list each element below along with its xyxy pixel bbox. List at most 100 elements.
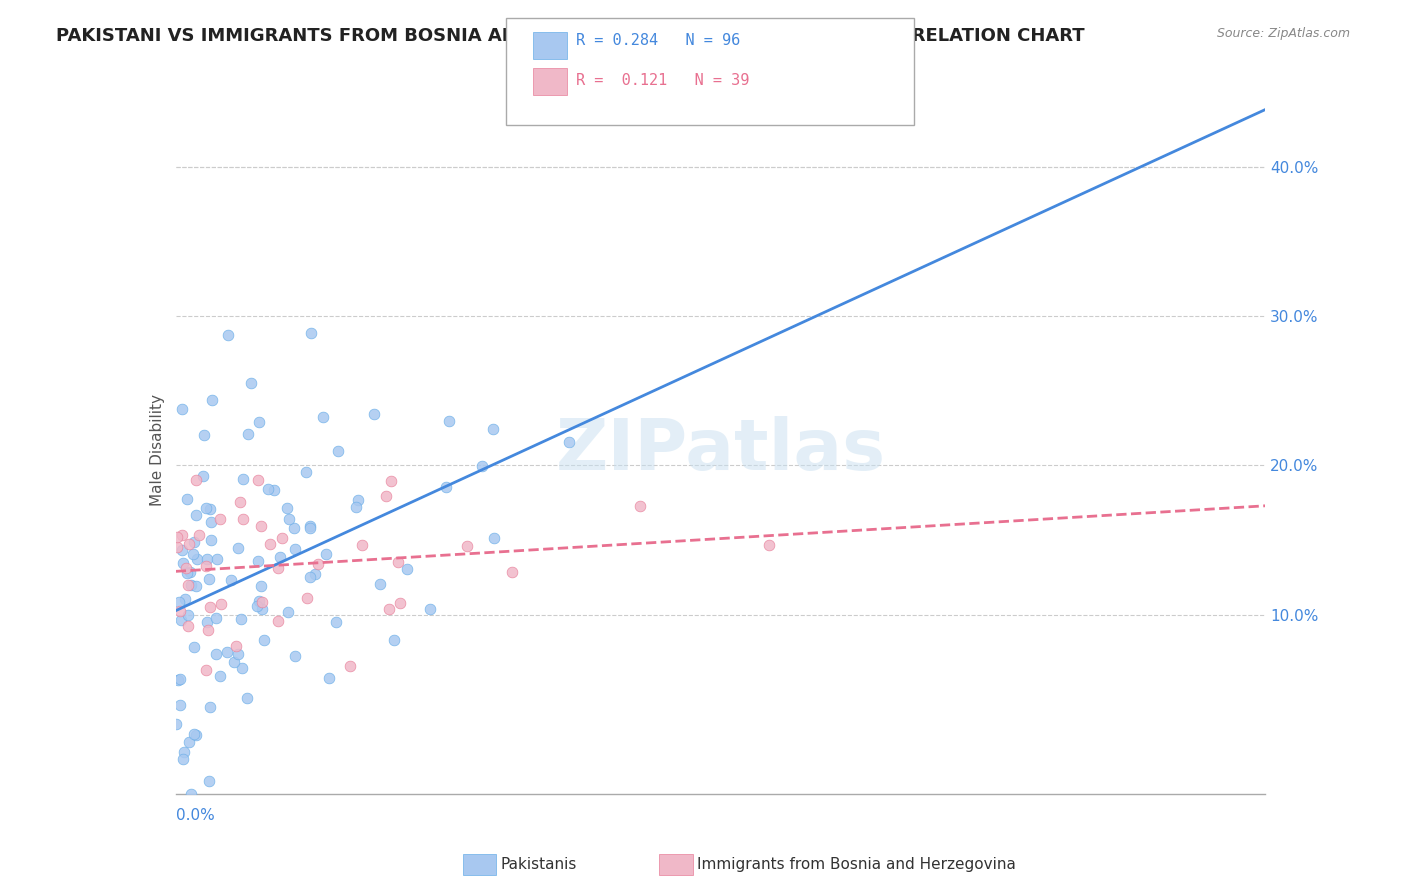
Point <box>232 472 254 486</box>
Point <box>217 645 239 659</box>
Point <box>501 565 523 579</box>
Point <box>174 592 197 607</box>
Point <box>198 700 221 714</box>
Point <box>201 393 224 408</box>
Point <box>380 475 402 489</box>
Point <box>197 773 219 788</box>
Point <box>198 501 221 516</box>
Point <box>276 501 298 516</box>
Point <box>299 326 322 340</box>
Point <box>200 515 222 529</box>
Text: ZIPatlas: ZIPatlas <box>555 416 886 485</box>
Point <box>222 655 245 669</box>
Point <box>205 647 228 661</box>
Point <box>209 597 232 611</box>
Point <box>344 500 367 514</box>
Point <box>184 473 207 487</box>
Point <box>173 746 195 760</box>
Point <box>195 615 218 629</box>
Point <box>191 468 214 483</box>
Text: PAKISTANI VS IMMIGRANTS FROM BOSNIA AND HERZEGOVINA MALE DISABILITY CORRELATION : PAKISTANI VS IMMIGRANTS FROM BOSNIA AND … <box>56 27 1085 45</box>
Point <box>628 500 651 514</box>
Point <box>298 570 321 584</box>
Point <box>315 548 337 562</box>
Text: Immigrants from Bosnia and Herzegovina: Immigrants from Bosnia and Herzegovina <box>697 857 1017 871</box>
Point <box>267 561 290 575</box>
Point <box>247 416 270 430</box>
Point <box>197 572 219 586</box>
Point <box>250 602 273 616</box>
Point <box>257 482 280 496</box>
Point <box>253 633 276 648</box>
Point <box>184 579 207 593</box>
Text: Pakistanis: Pakistanis <box>501 857 576 871</box>
Point <box>247 473 270 487</box>
Point <box>170 543 193 558</box>
Point <box>195 664 218 678</box>
Point <box>325 615 347 629</box>
Point <box>471 458 494 473</box>
Point <box>558 435 581 450</box>
Point <box>195 552 218 566</box>
Point <box>283 521 305 535</box>
Point <box>165 716 187 731</box>
Point <box>186 552 208 566</box>
Point <box>419 602 441 616</box>
Point <box>299 519 322 533</box>
Point <box>176 566 198 580</box>
Point <box>231 612 253 626</box>
Point <box>269 549 291 564</box>
Point <box>307 557 329 571</box>
Point <box>374 489 396 503</box>
Point <box>170 401 193 416</box>
Point <box>166 673 188 688</box>
Point <box>193 427 215 442</box>
Point <box>378 602 401 616</box>
Point <box>226 647 249 661</box>
Point <box>180 787 202 801</box>
Point <box>326 444 349 458</box>
Point <box>388 596 411 610</box>
Point <box>246 599 269 613</box>
Point <box>170 528 193 542</box>
Point <box>482 531 505 545</box>
Point <box>284 542 307 557</box>
Point <box>352 538 374 552</box>
Point <box>252 595 274 609</box>
Point <box>195 559 218 574</box>
Point <box>434 480 457 494</box>
Point <box>176 608 198 623</box>
Point <box>207 831 229 846</box>
Point <box>226 541 249 555</box>
Point <box>198 599 221 614</box>
Point <box>247 593 270 607</box>
Point <box>298 520 321 534</box>
Point <box>236 427 259 442</box>
Point <box>200 533 222 547</box>
Point <box>177 537 200 551</box>
Point <box>183 727 205 741</box>
Point <box>283 648 305 663</box>
Point <box>167 595 190 609</box>
Point <box>267 615 290 629</box>
Point <box>278 511 301 525</box>
Point <box>179 566 201 580</box>
Point <box>181 547 204 561</box>
Point <box>297 591 319 606</box>
Point <box>179 735 201 749</box>
Point <box>225 639 247 653</box>
Text: R = 0.284   N = 96: R = 0.284 N = 96 <box>576 33 741 47</box>
Point <box>205 552 228 566</box>
Point <box>219 573 242 587</box>
Point <box>277 606 299 620</box>
Point <box>169 604 191 618</box>
Point <box>232 512 254 526</box>
Point <box>184 728 207 742</box>
Point <box>188 528 211 542</box>
Point <box>166 531 188 545</box>
Point <box>239 376 262 391</box>
Text: Source: ZipAtlas.com: Source: ZipAtlas.com <box>1216 27 1350 40</box>
Point <box>456 539 478 553</box>
Point <box>184 508 207 522</box>
Point <box>169 672 191 686</box>
